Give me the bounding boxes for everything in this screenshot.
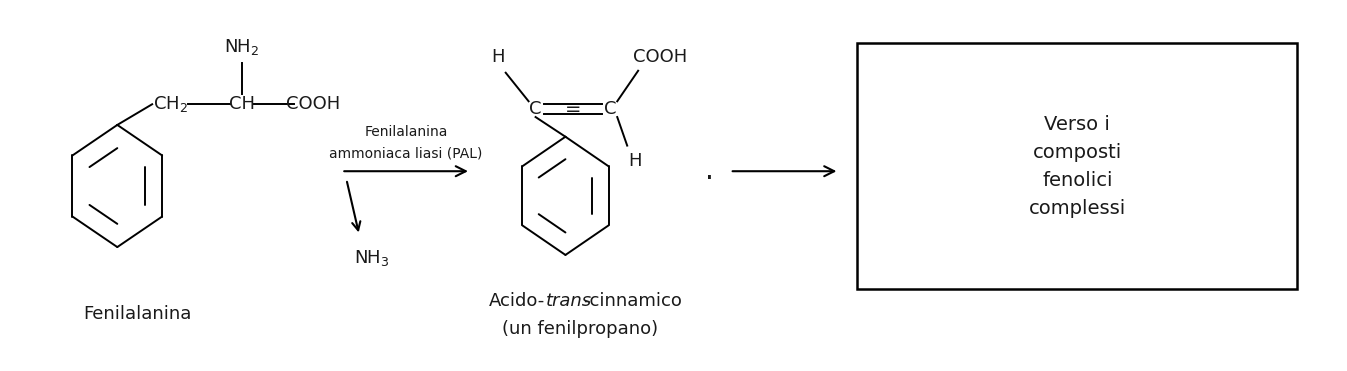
Text: COOH: COOH [287, 95, 341, 113]
Text: H: H [490, 48, 505, 66]
Text: C: C [529, 100, 541, 118]
Text: .: . [706, 157, 714, 185]
Text: NH$_2$: NH$_2$ [224, 37, 260, 57]
Text: trans: trans [546, 292, 591, 310]
Text: -cinnamico: -cinnamico [583, 292, 682, 310]
Text: COOH: COOH [633, 48, 687, 66]
Text: C: C [603, 100, 617, 118]
Text: Fenilalanina: Fenilalanina [365, 125, 447, 139]
Text: H: H [629, 152, 643, 170]
Text: ammoniaca liasi (PAL): ammoniaca liasi (PAL) [330, 147, 482, 161]
Text: NH$_3$: NH$_3$ [353, 248, 389, 268]
Text: CH$_2$: CH$_2$ [152, 94, 187, 114]
Text: Acido-: Acido- [489, 292, 546, 310]
Text: Verso i
composti
fenolici
complessi: Verso i composti fenolici complessi [1029, 115, 1126, 218]
Text: =: = [564, 100, 581, 119]
FancyBboxPatch shape [857, 43, 1297, 289]
Text: CH: CH [229, 95, 255, 113]
Text: Fenilalanina: Fenilalanina [84, 305, 191, 323]
Text: (un fenilpropano): (un fenilpropano) [502, 320, 659, 338]
